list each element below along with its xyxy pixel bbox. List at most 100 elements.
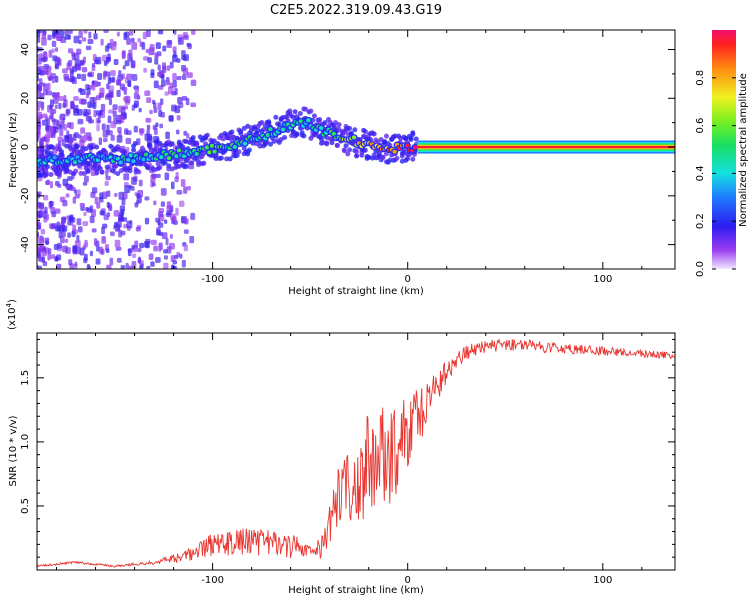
spectrogram-noise-cell [41,37,47,46]
spectrogram-halo-cell [211,138,217,144]
spectrogram-noise-cell [41,57,47,63]
spectrogram-noise-cell [172,80,177,88]
spectrogram-ridge-cell [194,151,199,156]
spectrogram-halo-cell [403,136,409,142]
spectrogram-noise-cell [37,111,43,120]
spectrogram-noise-cell [159,123,164,129]
spectrogram-halo-cell [268,141,274,147]
spectrogram-noise-cell [155,227,161,236]
spectrogram-noise-cell [51,125,55,133]
spectrogram-halo-cell [294,132,300,138]
spectrogram-noise-cell [116,257,122,263]
spectrogram-noise-cell [171,265,178,269]
spectrogram-noise-cell [87,265,91,269]
spectrogram-noise-cell [46,118,51,126]
spectrogram-halo-cell [108,143,114,149]
snr-panel: -100 0 100 0.5 1.0 1.5 Height of straight lin… [5,299,676,596]
spectrogram-noise-cell [37,220,40,226]
spectrogram-noise-cell [80,127,86,134]
spectrogram-halo-cell [85,169,91,175]
spectrogram-noise-cell [47,252,51,261]
colorbar-tick-label: 0.0 [695,261,706,277]
spectrogram-noise-cell [56,242,62,249]
spectrogram-halo-cell [392,133,398,139]
spectrogram-halo-cell [371,131,377,137]
spectrogram-halo-cell [104,164,110,170]
spectrogram-noise-cell [158,211,164,218]
spectrogram-noise-cell [59,128,64,137]
spectrogram-halo-cell [73,168,79,174]
spectrogram-noise-cell [99,192,104,200]
spectrogram-noise-cell [125,262,129,269]
x-tick-label: 0 [405,274,411,285]
spectrogram-noise-cell [124,128,129,135]
spectrogram-noise-cell [181,55,187,61]
spectrogram-noise-cell [87,38,94,45]
spectrogram-noise-cell [89,102,95,108]
spectrogram-halo-cell [317,117,323,123]
colorbar-ticks: 0.0 0.2 0.4 0.6 0.8 [695,70,736,277]
spectrogram-halo-cell [157,164,163,170]
spectrogram-halo-cell [297,110,303,116]
spectrogram-noise-cell [71,51,75,57]
spectrogram-noise-cell [47,34,52,41]
x-tick-label: 100 [593,274,612,285]
spectrogram-noise-cell [160,201,166,207]
spectrogram-noise-cell [116,119,122,125]
spectrogram-noise-cell [132,253,137,259]
spectrogram-noise-cell [57,140,62,149]
spectrogram-noise-cell [54,63,59,69]
spectrogram-noise-cell [182,67,189,76]
spectrogram-noise-cell [124,95,131,104]
spectrogram-noise-cell [104,45,110,52]
spectrogram-halo-cell [218,155,224,161]
spectrogram-ridge-cell [131,159,136,164]
spectrogram-noise-cell [123,173,130,181]
spectrogram-noise-cell [38,65,45,72]
y-tick-label: 20 [20,92,31,105]
spectrogram-noise-cell [138,179,143,187]
spectrogram-halo-cell [380,154,386,160]
spectrogram-halo-cell [194,140,200,146]
spectrogram-noise-cell [183,229,189,234]
spectrogram-noise-cell [174,87,178,96]
spectrogram-noise-cell [190,79,197,86]
spectrogram-halo-cell [43,172,49,178]
spectrogram-noise-cell [62,68,68,74]
spectrogram-noise-cell [173,50,177,58]
spectrogram-noise-cell [116,79,122,86]
spectrogram-ridge-cell [166,156,172,161]
spectrogram-noise-cell [77,108,83,116]
spectrogram-noise-cell [78,98,85,105]
spectrogram-noise-cell [78,30,83,39]
spectrogram-noise-cell [137,94,141,100]
spectrogram-noise-cell [180,179,186,187]
spectrogram-halo-cell [273,114,279,120]
spectrogram-noise-cell [54,208,61,214]
spectrogram-noise-cell [37,58,42,65]
spectrogram-noise-cell [117,126,122,133]
spectrogram-noise-cell [74,132,79,138]
spectrogram-noise-cell [41,119,48,126]
spectrogram-noise-cell [56,124,62,130]
spectrogram-noise-cell [181,259,186,268]
spectrogram-halo-cell [74,143,80,149]
spectrogram-noise-cell [146,97,152,104]
y-tick-label: -20 [20,188,31,204]
spectrogram-ridge-cell [174,154,179,159]
spectrogram-noise-cell [82,221,88,226]
spectrogram-noise-cell [140,263,144,269]
spectrogram-noise-cell [133,125,138,133]
spectrogram-halo-cell [410,156,416,162]
spectrogram-noise-cell [158,244,162,252]
spectrogram-noise-cell [190,102,196,108]
spectrogram-noise-cell [45,237,50,245]
spectrogram-halo-cell [162,159,168,165]
spectrogram-noise-cell [56,227,62,232]
spectrogram-noise-cell [147,57,152,63]
spectrogram-noise-cell [41,136,47,141]
spectrogram-halo-cell [45,164,51,170]
spectrogram-noise-cell [143,56,149,61]
spectrogram-halo-cell [287,108,293,114]
spectrogram-noise-cell [150,69,155,76]
